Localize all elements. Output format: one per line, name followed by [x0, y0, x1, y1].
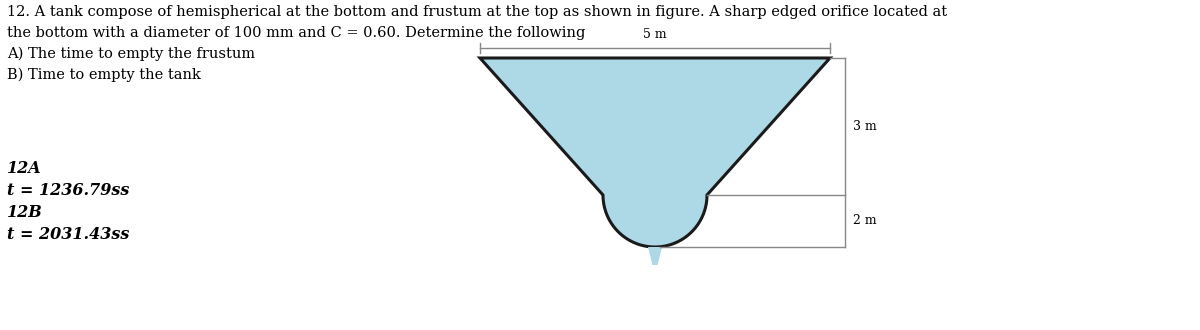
- Text: 2 m: 2 m: [853, 214, 877, 227]
- Text: A) The time to empty the frustum: A) The time to empty the frustum: [7, 47, 256, 61]
- Polygon shape: [480, 58, 830, 247]
- Text: 12A: 12A: [7, 160, 42, 177]
- Text: 3 m: 3 m: [853, 120, 877, 133]
- Text: the bottom with a diameter of 100 mm and C = 0.60. Determine the following: the bottom with a diameter of 100 mm and…: [7, 26, 586, 40]
- Text: B) Time to empty the tank: B) Time to empty the tank: [7, 68, 200, 82]
- Text: 12B: 12B: [7, 204, 43, 221]
- Polygon shape: [648, 247, 662, 265]
- Text: t = 2031.43ss: t = 2031.43ss: [7, 226, 130, 243]
- Text: t = 1236.79ss: t = 1236.79ss: [7, 182, 130, 199]
- Text: 5 m: 5 m: [643, 28, 667, 41]
- Text: 12. A tank compose of hemispherical at the bottom and frustum at the top as show: 12. A tank compose of hemispherical at t…: [7, 5, 947, 19]
